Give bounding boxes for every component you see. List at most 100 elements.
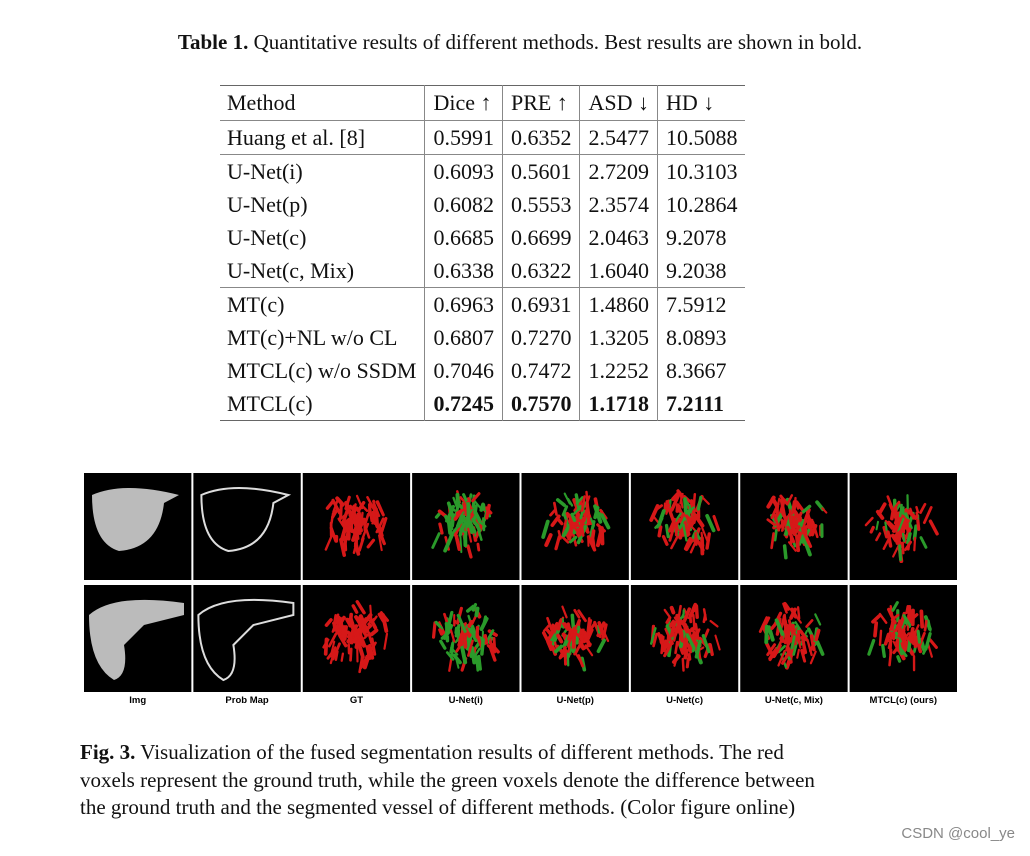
value-cell: 0.6338 [424,254,503,288]
vessel [799,518,805,528]
method-cell: Huang et al. [8] [220,120,425,155]
vessel [783,625,790,645]
vessel [762,616,771,629]
vessel [878,629,883,647]
vessel [443,612,449,623]
value-cell: 0.7472 [501,354,580,387]
vessel [927,619,932,632]
vessel [444,622,450,636]
value-cell: 2.0463 [579,221,658,254]
vessel [470,624,478,638]
vessel [922,644,929,655]
vessel [681,657,685,672]
vessel [587,628,594,641]
vessel [367,504,373,516]
panel-label: Img [129,695,146,706]
panel-label: Prob Map [225,695,268,706]
vessel [782,601,791,611]
vessel [906,532,912,545]
value-cell: 9.2038 [656,254,746,288]
vessel [369,628,379,637]
value-cell: 0.7245 [424,387,503,421]
vessel [355,520,363,536]
method-cell: U-Net(p) [227,191,308,217]
vessel [333,616,343,626]
vessel [808,641,816,653]
vessel [661,535,669,546]
method-cell: MT(c)+NL w/o CL [227,324,398,350]
value-cell: 1.4860 [579,287,658,321]
vessel [553,501,558,516]
vessel [596,638,606,654]
vessel [773,528,778,542]
vessel [477,519,487,528]
caption-text: voxels represent the ground truth, while… [80,767,815,792]
table-row: U-Net(p) 0.6082 0.5553 2.3574 10.2864 [220,188,746,221]
method-cell: U-Net(c) [227,224,307,250]
vessel [781,511,790,525]
vessel [563,622,570,631]
vessel [809,650,817,665]
vessel [383,632,389,650]
vessel [434,620,444,630]
vessel [692,492,697,507]
vessel [882,525,889,539]
vessel [580,495,586,512]
header-cell: HD ↓ [656,85,746,121]
vessel [466,639,474,657]
vessel [452,496,458,508]
vessel [790,500,796,515]
vessel [789,635,794,643]
vessel [767,625,775,642]
panel-label: U-Net(i) [449,695,483,706]
vessel [907,509,918,520]
vessel [665,616,672,625]
vessel [456,613,467,633]
vessel [541,631,552,646]
value-cell: 0.6963 [424,287,503,321]
vessel [351,604,359,614]
vessel [553,644,564,654]
vessel [795,500,804,512]
value-cell: 0.7046 [424,354,503,387]
method-cell: MT(c) [227,291,285,317]
vessel [330,512,335,525]
vessel [467,527,473,543]
table-row: U-Net(c) 0.6685 0.6699 2.0463 9.2078 [220,221,746,254]
vessel [550,633,556,642]
vessel [814,613,822,626]
vessel [770,502,780,520]
vessel [790,635,796,650]
vessel [587,619,593,633]
vessel [871,614,881,624]
value-cell: 0.5553 [501,188,580,221]
vessel [327,632,338,648]
caption-line: Fig. 3. Visualization of the fused segme… [80,739,815,767]
ct-slice [89,599,184,680]
value-cell: 0.6931 [501,287,580,321]
vessel [340,625,346,638]
vessel [475,655,480,672]
vessel [471,633,478,643]
vessel [914,635,923,654]
vessel [796,648,800,659]
vessel [793,511,803,529]
vessel [369,618,378,630]
vessel [664,627,674,646]
vessel [356,633,366,648]
vessel [877,502,887,516]
vessel [378,534,383,552]
value-cell: 0.6807 [424,321,503,354]
vessel [702,608,708,621]
vessel [375,517,385,534]
vessel [801,508,811,528]
prob-map [197,598,295,682]
vessel [660,635,665,655]
prob-map [200,487,292,553]
vessel [673,633,677,642]
vessel [567,525,574,541]
vessel [801,639,806,655]
vessel [776,637,784,654]
header-cell: Dice ↑ [424,85,503,121]
